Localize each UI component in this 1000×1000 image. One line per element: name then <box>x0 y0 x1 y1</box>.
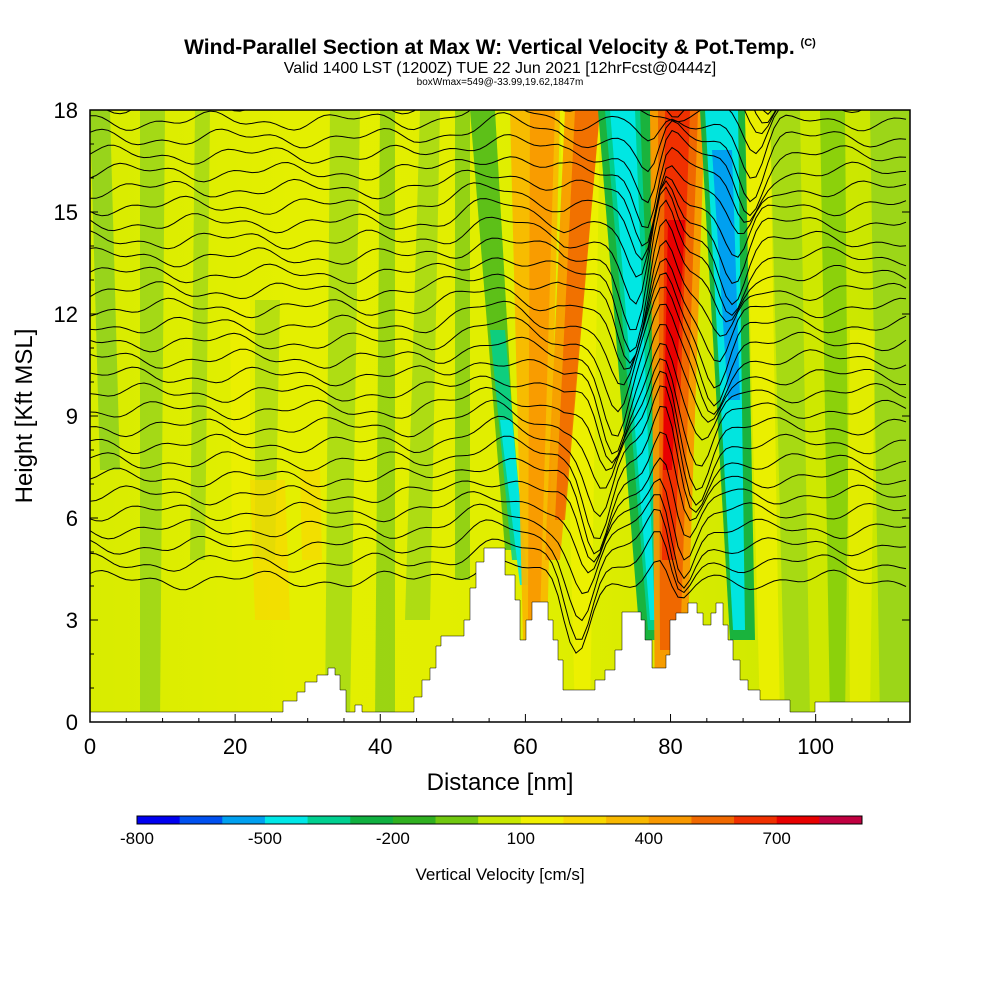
pot-temp-contour-line <box>90 303 907 437</box>
colorbar-tick-label: -800 <box>120 829 154 848</box>
colorbar-tick-label: 700 <box>763 829 791 848</box>
colorbar-swatch <box>350 816 394 824</box>
y-tick-label: 12 <box>54 302 78 327</box>
y-axis: 0 3 6 9 12 15 18 <box>54 98 910 735</box>
x-tick-label: 60 <box>513 734 537 759</box>
pot-temp-contour-line <box>90 272 907 389</box>
pot-temp-contour-line <box>90 112 907 203</box>
colorbar-swatch <box>137 816 181 824</box>
pot-temp-contour-line <box>90 478 907 574</box>
y-tick-label: 6 <box>66 506 78 531</box>
pot-temp-contour-line <box>753 110 777 124</box>
colorbar-swatch <box>691 816 735 824</box>
pot-temp-contour-line <box>90 175 907 261</box>
colorbar-swatch <box>222 816 266 824</box>
pot-temp-contour-line <box>90 218 907 353</box>
y-axis-title: Height [Kft MSL] <box>11 329 38 504</box>
x-tick-label: 0 <box>84 734 96 759</box>
colorbar-swatch <box>478 816 522 824</box>
pot-temp-contour-line <box>90 323 907 455</box>
pot-temp-contour-line <box>762 110 773 115</box>
colorbar-swatch <box>734 816 778 824</box>
colorbar-swatch <box>648 816 692 824</box>
chart-subtitle-box: boxWmax=549@-33.99,19.62,1847m <box>416 77 584 88</box>
chart-title: Wind-Parallel Section at Max W: Vertical… <box>184 36 816 59</box>
pot-temp-contour-line <box>106 110 863 155</box>
colorbar-frame <box>136 815 863 825</box>
pot-temp-contour-line <box>90 531 907 640</box>
pot-temp-contour-line <box>90 186 907 306</box>
colorbar-swatch <box>819 816 863 824</box>
colorbar-title: Vertical Velocity [cm/s] <box>415 865 584 884</box>
x-tick-label: 40 <box>368 734 392 759</box>
colorbar-tick-label: 100 <box>507 829 535 848</box>
pot-temp-contour-line <box>90 179 907 285</box>
y-tick-label: 3 <box>66 608 78 633</box>
pot-temp-contour-line <box>90 358 907 472</box>
y-tick-label: 15 <box>54 200 78 225</box>
pot-temp-contour-line <box>90 342 907 464</box>
terrain <box>89 547 911 723</box>
pot-temp-contour-line <box>90 385 907 518</box>
colorbar-swatch <box>392 816 437 824</box>
pot-temp-contour-line <box>90 239 907 364</box>
x-tick-label: 100 <box>797 734 834 759</box>
pot-temp-contour-line <box>90 431 907 555</box>
pot-temp-contour-line <box>90 110 907 179</box>
x-axis: 0 20 40 60 80 100 <box>84 714 889 759</box>
x-axis-title: Distance [nm] <box>427 769 574 796</box>
pot-temp-contour-line <box>90 165 907 247</box>
colorbar-swatch <box>179 816 223 824</box>
pot-temp-contour-line <box>90 13 906 98</box>
pot-temp-contour-line <box>90 405 907 540</box>
colorbar-tick-label: 400 <box>635 829 663 848</box>
colorbar: -800 -500 -200 100 400 700 <box>120 815 863 848</box>
pot-temp-contours <box>90 0 907 654</box>
colorbar-swatch <box>776 816 820 824</box>
y-tick-label: 18 <box>54 98 78 123</box>
pot-temp-contour-line <box>90 129 907 217</box>
x-tick-label: 20 <box>223 734 247 759</box>
pot-temp-contour-line <box>90 508 907 622</box>
colorbar-tick-label: -200 <box>376 829 410 848</box>
x-tick-label: 80 <box>658 734 682 759</box>
pot-temp-contour-line <box>90 494 907 595</box>
colorbar-swatch <box>520 816 564 824</box>
y-tick-label: 9 <box>66 404 78 429</box>
colorbar-tick-label: -500 <box>248 829 282 848</box>
pot-temp-contour-line <box>90 257 907 370</box>
colorbar-swatch <box>307 816 351 824</box>
colorbar-swatch <box>563 816 607 824</box>
pot-temp-contour-line <box>90 370 907 491</box>
pot-temp-contour-line <box>90 457 907 563</box>
colorbar-swatch <box>435 816 479 824</box>
pot-temp-contour-line <box>90 199 907 331</box>
y-tick-label: 0 <box>66 710 78 735</box>
pot-temp-contour-line <box>90 286 907 413</box>
chart-subtitle-valid-time: Valid 1400 LST (1200Z) TUE 22 Jun 2021 [… <box>283 60 717 77</box>
pot-temp-contour-line <box>90 146 907 229</box>
colorbar-swatch <box>264 816 309 824</box>
colorbar-swatch <box>606 816 650 824</box>
pot-temp-contour-line <box>665 110 778 135</box>
pot-temp-contour-line <box>90 0 906 73</box>
